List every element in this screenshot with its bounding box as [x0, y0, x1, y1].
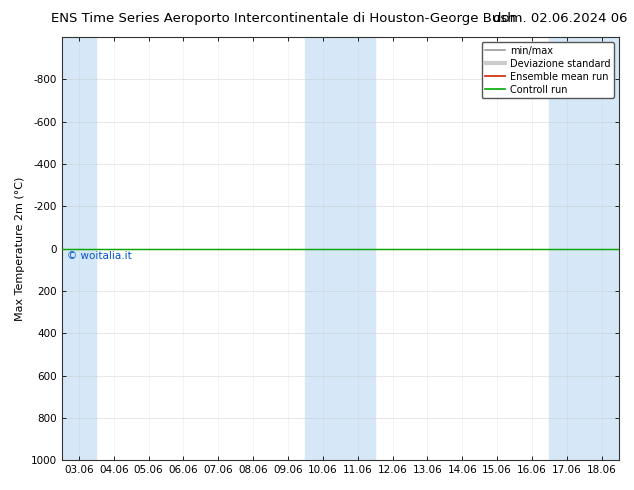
Bar [306, 37, 340, 460]
Text: ENS Time Series Aeroporto Intercontinentale di Houston-George Bush: ENS Time Series Aeroporto Intercontinent… [51, 12, 515, 25]
Bar [61, 37, 96, 460]
Bar [549, 37, 584, 460]
Bar [619, 37, 634, 460]
Text: © woitalia.it: © woitalia.it [67, 251, 132, 261]
Text: dom. 02.06.2024 06: dom. 02.06.2024 06 [493, 12, 628, 25]
Bar [340, 37, 375, 460]
Bar [584, 37, 619, 460]
Y-axis label: Max Temperature 2m (°C): Max Temperature 2m (°C) [15, 176, 25, 321]
Legend: min/max, Deviazione standard, Ensemble mean run, Controll run: min/max, Deviazione standard, Ensemble m… [482, 42, 614, 98]
